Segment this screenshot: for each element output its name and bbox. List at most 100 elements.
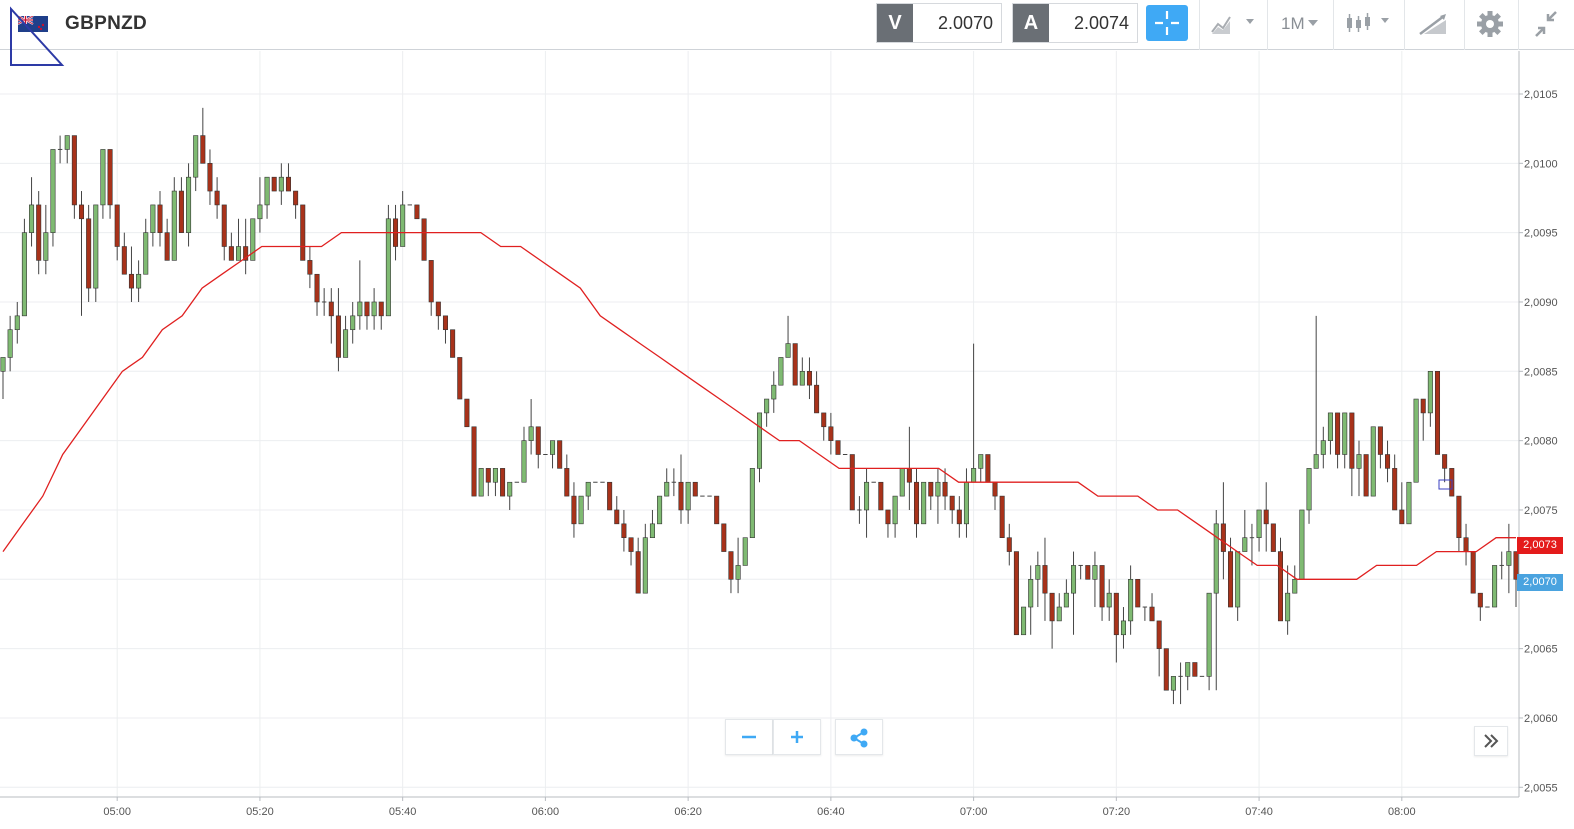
- candle-body: [328, 301, 334, 317]
- candle-bearish: [378, 301, 384, 330]
- sell-price-value: 2.0070: [937, 13, 993, 33]
- crosshair-button[interactable]: [1146, 5, 1188, 41]
- candle-body: [43, 232, 49, 261]
- candle-body: [143, 232, 149, 275]
- buy-price-button[interactable]: A 2.0074: [1012, 3, 1138, 43]
- candle-bearish: [535, 426, 541, 469]
- instrument-symbol[interactable]: GBPNZD: [65, 13, 148, 34]
- candle-body: [678, 481, 684, 511]
- candle-bearish: [949, 495, 955, 524]
- candle-bullish: [664, 468, 670, 497]
- candle-body: [0, 357, 6, 372]
- candle-body: [1170, 676, 1176, 691]
- candle-body: [1056, 606, 1062, 622]
- candle-body: [785, 343, 791, 358]
- candle-body: [1356, 454, 1362, 469]
- minus-icon: [742, 735, 756, 739]
- candle-bearish: [1192, 662, 1198, 677]
- candle-body: [428, 260, 434, 303]
- sell-price-button[interactable]: V 2.0070: [876, 3, 1002, 43]
- candle-body: [257, 204, 263, 220]
- candle-bearish: [1113, 592, 1119, 663]
- zoom-out-button[interactable]: [725, 719, 773, 755]
- chart-type-button[interactable]: [1208, 8, 1262, 40]
- candle-body: [971, 468, 977, 483]
- candle-bullish: [1320, 426, 1326, 469]
- candle-body: [1492, 565, 1498, 608]
- candle-body: [885, 509, 891, 525]
- candle-bearish: [1163, 648, 1169, 691]
- timeframe-value[interactable]: 1M: [1281, 14, 1305, 33]
- candle-bearish: [985, 454, 991, 483]
- candle-body: [1085, 565, 1091, 580]
- candle-bullish: [0, 357, 6, 400]
- candle-body: [21, 232, 27, 317]
- candle-body: [471, 426, 477, 497]
- zoom-in-button[interactable]: [773, 719, 821, 755]
- moving-average-line: [2, 231, 1516, 580]
- candle-body: [1349, 412, 1355, 469]
- candle-body: [186, 176, 192, 233]
- candle-bullish: [756, 412, 763, 483]
- candle-body: [1342, 412, 1348, 455]
- candle-bearish: [821, 412, 827, 441]
- candle-body: [585, 481, 591, 497]
- candle-body: [121, 246, 127, 275]
- collapse-button[interactable]: [1528, 8, 1564, 40]
- candle-bullish: [642, 523, 648, 594]
- candle-bullish: [57, 135, 63, 164]
- timeframe-dropdown-icon[interactable]: [1306, 18, 1320, 28]
- candle-body: [293, 190, 299, 206]
- candle-bearish: [1099, 565, 1105, 621]
- candle-body: [1506, 551, 1512, 566]
- candle-body: [1320, 440, 1326, 455]
- candle-body: [550, 440, 556, 455]
- candle-bullish: [1499, 551, 1504, 580]
- settings-button[interactable]: [1472, 8, 1508, 40]
- candle-bullish: [1035, 551, 1041, 608]
- candle-body: [1434, 371, 1441, 455]
- candle-bullish: [764, 398, 770, 427]
- candle-bullish: [507, 481, 513, 510]
- candle-bullish: [857, 496, 862, 524]
- candle-bullish: [550, 440, 556, 469]
- candle-bearish: [428, 260, 434, 316]
- candle-body: [1135, 579, 1141, 608]
- candle-bullish: [1285, 565, 1291, 635]
- toolbar-separator: [1404, 0, 1405, 50]
- x-tick-label: 05:00: [103, 806, 131, 818]
- candle-body: [93, 204, 99, 289]
- candle-body: [107, 149, 113, 206]
- share-button[interactable]: [835, 719, 883, 755]
- candle-body: [664, 481, 670, 497]
- candle-bearish: [1085, 565, 1091, 580]
- candle-bullish: [264, 176, 270, 219]
- toolbar-separator: [1333, 0, 1334, 50]
- candle-body: [1456, 495, 1462, 539]
- candle-bearish: [107, 149, 113, 219]
- candle-bullish: [236, 218, 242, 261]
- candle-bearish: [1270, 523, 1276, 552]
- candle-body: [314, 273, 320, 303]
- candle-body: [1120, 620, 1126, 636]
- candle-body: [78, 204, 85, 220]
- candle-bearish: [1463, 523, 1469, 566]
- candle-bullish: [478, 468, 484, 497]
- indicators-button[interactable]: [1343, 8, 1397, 40]
- candle-body: [792, 343, 798, 386]
- cursor-marker-box: [1438, 479, 1453, 490]
- scroll-to-end-button[interactable]: [1474, 726, 1508, 756]
- candle-body: [1363, 454, 1369, 497]
- candle-body: [1106, 592, 1112, 608]
- candle-body: [1406, 481, 1412, 525]
- candle-bearish: [221, 204, 227, 261]
- candle-bullish: [186, 163, 192, 247]
- candle-body: [214, 190, 220, 206]
- candle-bullish: [1056, 593, 1062, 622]
- candle-bearish: [564, 454, 570, 497]
- price-chart[interactable]: 2,0055 2,0060 2,0065 2,0070 2,0075 2,0080 2,00…: [0, 51, 1574, 829]
- candle-bearish: [314, 273, 320, 316]
- candle-bullish: [1292, 565, 1298, 594]
- candle-bearish: [792, 343, 798, 386]
- drawing-tools-button[interactable]: [1414, 8, 1454, 40]
